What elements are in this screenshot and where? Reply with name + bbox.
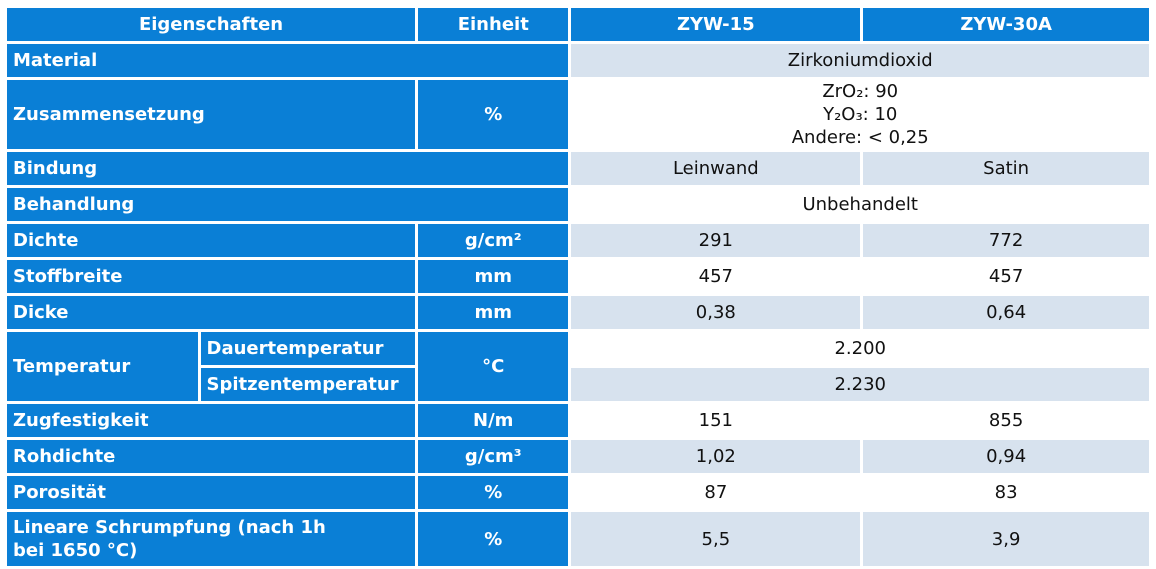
value-composition: ZrO₂: 90 Y₂O₃: 10 Andere: < 0,25	[571, 80, 1149, 149]
value-density-zyw-30a: 772	[863, 224, 1149, 257]
unit-density: g/cm²	[418, 224, 569, 257]
row-shrinkage: Lineare Schrumpfung (nach 1h bei 1650 °C…	[7, 512, 1149, 566]
value-bulk-density-zyw-30a: 0,94	[863, 440, 1149, 473]
value-shrinkage-zyw-15: 5,5	[571, 512, 861, 566]
row-temperature-continuous: Temperatur Dauertemperatur °C 2.200	[7, 332, 1149, 401]
composition-line-y2o3: Y₂O₃: 10	[823, 104, 898, 125]
label-shrinkage-line-2: bei 1650 °C)	[13, 540, 138, 561]
value-porosity-zyw-15: 87	[571, 476, 861, 509]
row-composition: Zusammensetzung % ZrO₂: 90 Y₂O₃: 10 Ande…	[7, 80, 1149, 149]
row-thickness: Dicke mm 0,38 0,64	[7, 296, 1149, 329]
value-tensile-zyw-15: 151	[571, 404, 861, 437]
value-width-zyw-30a: 457	[863, 260, 1149, 293]
properties-table: Eigenschaften Einheit ZYW-15 ZYW-30A Mat…	[4, 5, 1152, 569]
unit-shrinkage: %	[418, 512, 569, 566]
value-bulk-density-zyw-15: 1,02	[571, 440, 861, 473]
unit-temperature: °C	[418, 332, 569, 401]
row-material: Material Zirkoniumdioxid	[7, 44, 1149, 77]
unit-tensile: N/m	[418, 404, 569, 437]
label-thickness: Dicke	[7, 296, 416, 329]
composition-line-zro2: ZrO₂: 90	[822, 81, 899, 102]
header-properties: Eigenschaften	[7, 8, 416, 41]
header-zyw-30a: ZYW-30A	[863, 8, 1149, 41]
value-binding-zyw-30a: Satin	[863, 152, 1149, 185]
header-zyw-15: ZYW-15	[571, 8, 861, 41]
value-thickness-zyw-30a: 0,64	[863, 296, 1149, 329]
value-treatment: Unbehandelt	[571, 188, 1149, 221]
label-shrinkage-line-1: Lineare Schrumpfung (nach 1h	[13, 517, 326, 538]
row-bulk-density: Rohdichte g/cm³ 1,02 0,94	[7, 440, 1149, 473]
row-temperature-peak: Spitzentemperatur 2.230	[7, 368, 1149, 401]
label-peak-temperature: Spitzentemperatur	[200, 368, 416, 401]
label-tensile: Zugfestigkeit	[7, 404, 416, 437]
value-material: Zirkoniumdioxid	[571, 44, 1149, 77]
header-unit: Einheit	[418, 8, 569, 41]
row-treatment: Behandlung Unbehandelt	[7, 188, 1149, 221]
label-bulk-density: Rohdichte	[7, 440, 416, 473]
row-density: Dichte g/cm² 291 772	[7, 224, 1149, 257]
value-density-zyw-15: 291	[571, 224, 861, 257]
row-binding: Bindung Leinwand Satin	[7, 152, 1149, 185]
value-porosity-zyw-30a: 83	[863, 476, 1149, 509]
label-temperature: Temperatur	[7, 332, 198, 401]
unit-width: mm	[418, 260, 569, 293]
label-porosity: Porosität	[7, 476, 416, 509]
value-width-zyw-15: 457	[571, 260, 861, 293]
header-row: Eigenschaften Einheit ZYW-15 ZYW-30A	[7, 8, 1149, 41]
value-shrinkage-zyw-30a: 3,9	[863, 512, 1149, 566]
value-thickness-zyw-15: 0,38	[571, 296, 861, 329]
label-material: Material	[7, 44, 569, 77]
row-porosity: Porosität % 87 83	[7, 476, 1149, 509]
row-width: Stoffbreite mm 457 457	[7, 260, 1149, 293]
label-treatment: Behandlung	[7, 188, 569, 221]
composition-line-other: Andere: < 0,25	[791, 127, 929, 148]
label-continuous-temperature: Dauertemperatur	[200, 332, 416, 365]
unit-thickness: mm	[418, 296, 569, 329]
label-width: Stoffbreite	[7, 260, 416, 293]
value-peak-temperature: 2.230	[571, 368, 1149, 401]
value-binding-zyw-15: Leinwand	[571, 152, 861, 185]
label-composition: Zusammensetzung	[7, 80, 416, 149]
unit-bulk-density: g/cm³	[418, 440, 569, 473]
label-density: Dichte	[7, 224, 416, 257]
value-continuous-temperature: 2.200	[571, 332, 1149, 365]
unit-composition: %	[418, 80, 569, 149]
label-shrinkage: Lineare Schrumpfung (nach 1h bei 1650 °C…	[7, 512, 416, 566]
value-tensile-zyw-30a: 855	[863, 404, 1149, 437]
unit-porosity: %	[418, 476, 569, 509]
label-binding: Bindung	[7, 152, 569, 185]
row-tensile: Zugfestigkeit N/m 151 855	[7, 404, 1149, 437]
